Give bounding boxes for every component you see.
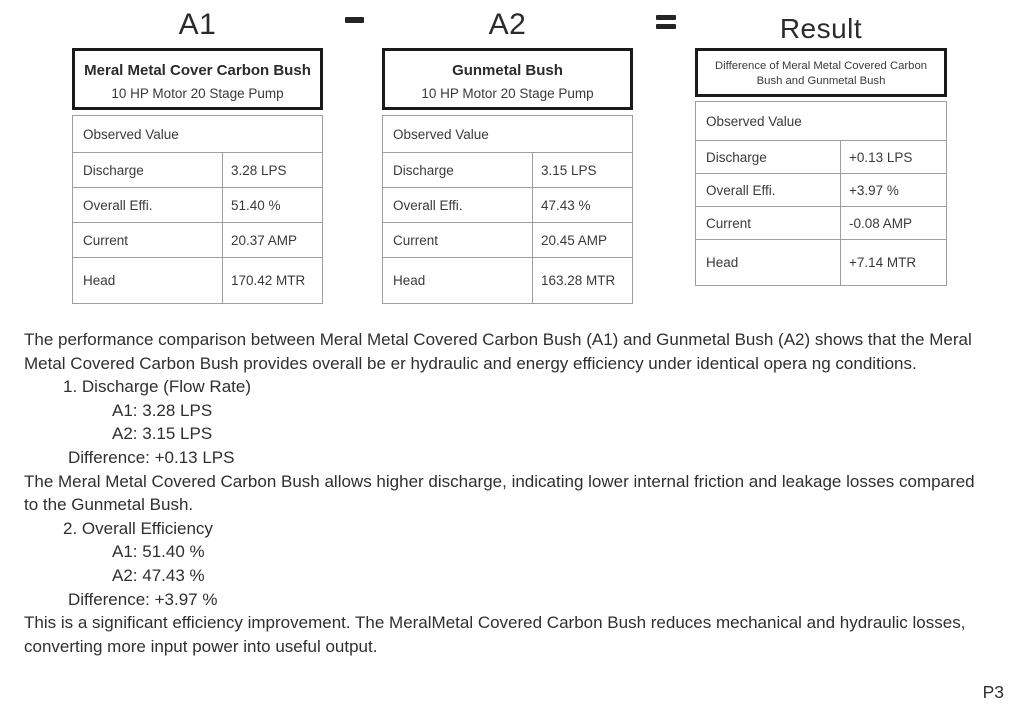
- body-line: Metal Covered Carbon Bush provides overa…: [24, 353, 917, 373]
- body-line-sub-item: A1: 3.28 LPS: [112, 400, 213, 420]
- body-line-sub-item: A1: 51.40 %: [112, 542, 205, 562]
- body-line-sub-item: A2: 3.15 LPS: [112, 424, 213, 444]
- result-row-value: +3.97 %: [849, 182, 899, 198]
- a2-row-value: 20.45 AMP: [541, 232, 608, 248]
- result-row-value: +7.14 MTR: [849, 255, 917, 270]
- a1-header-box: Meral Metal Cover Carbon Bush 10 HP Moto…: [72, 48, 323, 110]
- body-line-difference: Difference: +3.97 %: [68, 589, 218, 609]
- equals-bar-bottom: [656, 24, 676, 29]
- table-row: Head +7.14 MTR: [696, 240, 946, 285]
- a2-header-box: Gunmetal Bush 10 HP Motor 20 Stage Pump: [382, 48, 633, 110]
- a2-row-label: Head: [383, 258, 533, 303]
- result-row-value: -0.08 AMP: [849, 215, 913, 231]
- result-table: Observed Value Discharge +0.13 LPS Overa…: [695, 101, 947, 286]
- body-line-sub-item: A2: 47.43 %: [112, 565, 205, 585]
- result-observed-value-label: Observed Value: [696, 102, 946, 141]
- equals-bar-top: [656, 15, 676, 20]
- a2-row-value: 163.28 MTR: [541, 273, 616, 288]
- column-title-a2: A2: [488, 8, 527, 41]
- a2-header-subtitle: 10 HP Motor 20 Stage Pump: [421, 86, 594, 101]
- table-row: Head 163.28 MTR: [383, 258, 632, 303]
- result-row-value: +0.13 LPS: [849, 149, 913, 165]
- body-line: The performance comparison between Meral…: [24, 330, 972, 349]
- a1-row-label: Current: [73, 223, 223, 257]
- column-title-a1: A1: [178, 8, 217, 41]
- table-row: Discharge +0.13 LPS: [696, 141, 946, 174]
- body-line-list-item: 2. Overall Efficiency: [63, 518, 213, 538]
- result-header-title-line1: Difference of Meral Metal Covered Carbon: [714, 60, 928, 72]
- page-number: P3: [982, 682, 1004, 702]
- table-row: Overall Effi. 47.43 %: [383, 188, 632, 223]
- body-line: converting more input power into useful …: [24, 636, 378, 656]
- a1-header-title: Meral Metal Cover Carbon Bush: [84, 62, 311, 79]
- a1-row-label: Discharge: [73, 153, 223, 187]
- result-row-label: Overall Effi.: [696, 174, 841, 206]
- a2-row-value: 3.15 LPS: [541, 162, 597, 178]
- table-row: Current 20.45 AMP: [383, 223, 632, 258]
- body-line-list-item: 1. Discharge (Flow Rate): [63, 377, 252, 397]
- body-line: The Meral Metal Covered Carbon Bush allo…: [24, 471, 975, 491]
- table-row: Current -0.08 AMP: [696, 207, 946, 240]
- body-line-difference: Difference: +0.13 LPS: [68, 447, 235, 467]
- a1-row-value: 3.28 LPS: [231, 162, 287, 178]
- a2-observed-value-label: Observed Value: [383, 116, 632, 153]
- a2-header-title: Gunmetal Bush: [452, 62, 563, 79]
- minus-operator-icon: [345, 17, 364, 23]
- result-row-label: Discharge: [696, 141, 841, 173]
- a1-row-value: 170.42 MTR: [231, 273, 306, 288]
- column-title-result: Result: [779, 13, 863, 44]
- body-line: This is a significant efficiency improve…: [24, 613, 966, 633]
- table-row: Head 170.42 MTR: [73, 258, 322, 303]
- table-row: Current 20.37 AMP: [73, 223, 322, 258]
- a2-table: Observed Value Discharge 3.15 LPS Overal…: [382, 115, 633, 304]
- a1-row-value: 20.37 AMP: [231, 232, 298, 248]
- equals-operator-icon: [656, 15, 676, 29]
- a2-row-label: Current: [383, 223, 533, 257]
- result-row-label: Head: [696, 240, 841, 285]
- a2-row-label: Discharge: [383, 153, 533, 187]
- result-row-label: Current: [696, 207, 841, 239]
- a2-row-value: 47.43 %: [541, 197, 591, 213]
- a1-row-value: 51.40 %: [231, 197, 281, 213]
- a1-observed-value-label: Observed Value: [73, 116, 322, 153]
- analysis-text-block: The performance comparison between Meral…: [24, 328, 1018, 658]
- table-row: Overall Effi. 51.40 %: [73, 188, 322, 223]
- table-row: Overall Effi. +3.97 %: [696, 174, 946, 207]
- a1-row-label: Head: [73, 258, 223, 303]
- result-header-title-line2: Bush and Gunmetal Bush: [756, 75, 886, 87]
- table-row: Discharge 3.15 LPS: [383, 153, 632, 188]
- a1-row-label: Overall Effi.: [73, 188, 223, 222]
- table-row: Discharge 3.28 LPS: [73, 153, 322, 188]
- a2-row-label: Overall Effi.: [383, 188, 533, 222]
- a1-header-subtitle: 10 HP Motor 20 Stage Pump: [111, 86, 284, 101]
- a1-table: Observed Value Discharge 3.28 LPS Overal…: [72, 115, 323, 304]
- body-line: to the Gunmetal Bush.: [24, 495, 194, 515]
- result-header-box: Difference of Meral Metal Covered Carbon…: [695, 48, 947, 97]
